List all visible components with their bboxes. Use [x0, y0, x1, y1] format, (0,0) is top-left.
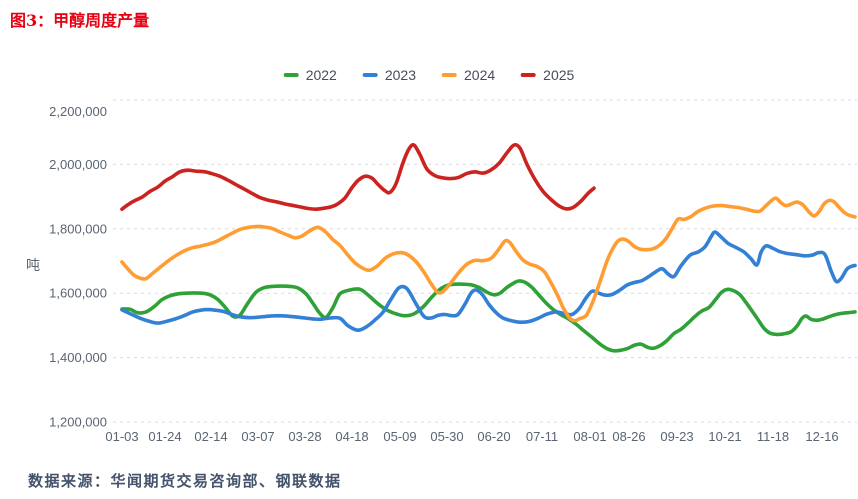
data-source-note: 数据来源：华闻期货交易咨询部、钢联数据 — [28, 472, 342, 490]
series-line-2023[interactable] — [120, 230, 857, 332]
legend-label: 2022 — [305, 67, 337, 83]
legend-item-2024[interactable]: 2024 — [442, 67, 495, 83]
legend-dash-icon — [362, 73, 378, 77]
chart-title: 图3：甲醇周度产量 — [10, 11, 150, 30]
y-tick-label: 1,200,000 — [49, 415, 107, 430]
x-tick-label: 07-11 — [526, 429, 558, 444]
y-tick-label: 2,000,000 — [49, 157, 107, 172]
series-line-2024[interactable] — [120, 196, 857, 323]
x-tick-label: 05-09 — [383, 429, 416, 444]
legend-item-2025[interactable]: 2025 — [521, 67, 574, 83]
legend-dash-icon — [521, 73, 537, 77]
y-tick-label: 1,400,000 — [49, 350, 107, 365]
x-tick-label: 03-07 — [241, 429, 274, 444]
y-tick-label: 2,200,000 — [49, 104, 107, 119]
x-tick-label: 06-20 — [477, 429, 510, 444]
x-tick-label: 04-18 — [335, 429, 368, 444]
y-tick-label: 1,600,000 — [49, 286, 107, 301]
x-tick-label: 08-26 — [612, 429, 645, 444]
x-tick-label: 02-14 — [194, 429, 227, 444]
x-tick-label: 03-28 — [288, 429, 321, 444]
legend-dash-icon — [442, 73, 457, 77]
legend-item-2022[interactable]: 2022 — [283, 67, 337, 83]
x-tick-label: 01-03 — [105, 429, 138, 444]
x-tick-label: 10-21 — [708, 429, 741, 444]
y-axis-unit-label: 吨 — [26, 257, 40, 273]
legend: 2022 2023 2024 2025 — [283, 67, 574, 83]
x-tick-label: 08-01 — [573, 429, 606, 444]
legend-dash-icon — [283, 73, 299, 77]
series-line-2025[interactable] — [120, 143, 596, 211]
x-tick-label: 05-30 — [430, 429, 463, 444]
legend-item-2023[interactable]: 2023 — [362, 67, 416, 83]
x-tick-label: 01-24 — [148, 429, 181, 444]
x-tick-label: 12-16 — [805, 429, 838, 444]
x-tick-label: 11-18 — [757, 429, 789, 444]
series-line-2022[interactable] — [120, 279, 857, 353]
legend-label: 2025 — [543, 67, 575, 83]
legend-label: 2023 — [384, 67, 416, 83]
y-tick-label: 1,800,000 — [49, 221, 107, 236]
x-tick-label: 09-23 — [660, 429, 693, 444]
legend-label: 2024 — [464, 67, 496, 83]
